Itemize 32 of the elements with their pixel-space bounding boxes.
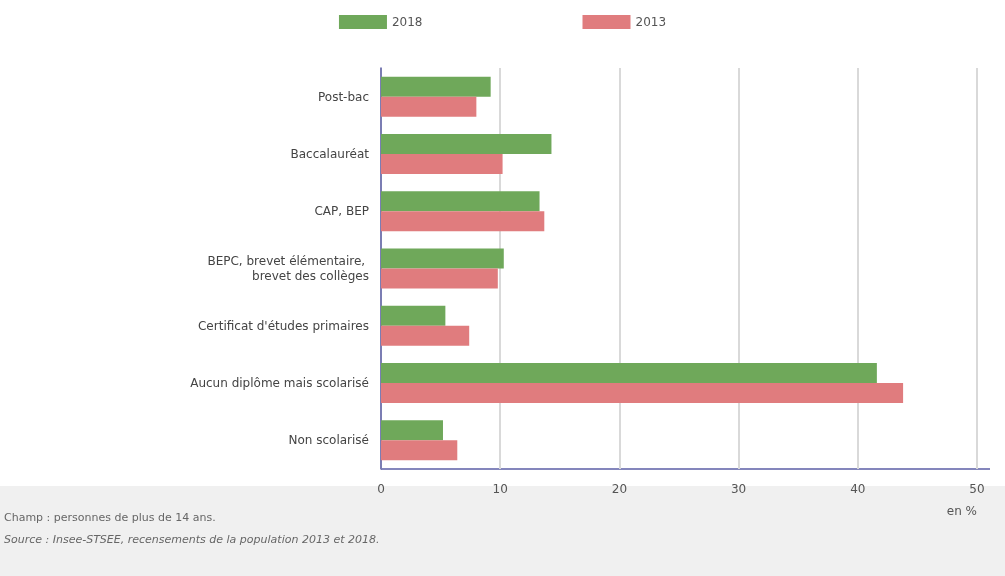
y-tick-label: Aucun diplôme mais scolarisé [190, 376, 369, 391]
bar [381, 420, 443, 441]
x-axis-title: en % [946, 504, 977, 518]
bar [381, 305, 446, 326]
bar [381, 383, 904, 404]
y-tick-label: Certificat d'études primaires [197, 318, 369, 333]
text: Champ : personnes de plus de 14 ans. [4, 511, 216, 524]
legend-label: 2013 [635, 15, 667, 29]
bar [381, 191, 540, 212]
bar [381, 133, 552, 154]
x-tick-label: 50 [969, 482, 985, 496]
y-tick-label: Post-bac [317, 89, 369, 104]
bar [381, 76, 491, 97]
x-tick-label: 30 [730, 482, 747, 496]
bar [381, 153, 503, 174]
bar [381, 440, 458, 461]
bar [381, 96, 477, 117]
x-tick-label: 40 [850, 482, 866, 496]
x-tick-label: 20 [611, 482, 628, 496]
x-tick-label: 10 [492, 482, 508, 496]
bar [381, 363, 877, 384]
y-tick-label: CAP, BEP [314, 204, 369, 219]
x-tick-label: 0 [377, 482, 385, 496]
source-note: Source : Insee-STSEE, recensements de la population 2013 et 2018. [4, 533, 380, 546]
bar [381, 248, 504, 269]
y-tick-label: Baccalauréat [290, 146, 370, 161]
y-tick-label: Non scolarisé [288, 433, 369, 448]
bar [381, 211, 545, 232]
legend-label: 2018 [391, 15, 423, 29]
bar [381, 268, 498, 289]
bar [381, 325, 470, 346]
y-tick-label: BEPC, brevet élémentaire, brevet des collèges [207, 254, 369, 283]
